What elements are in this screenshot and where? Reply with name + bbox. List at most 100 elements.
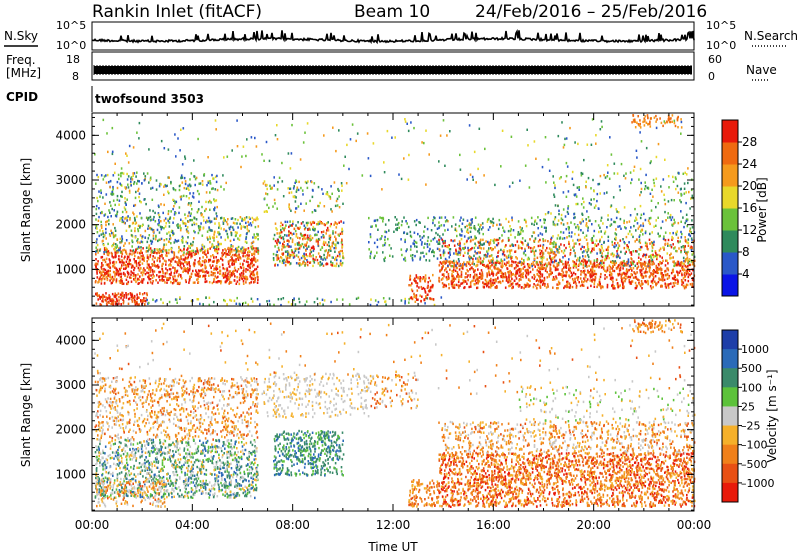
range-cell [319,255,321,258]
range-cell [648,261,650,264]
range-cell [205,200,207,204]
range-cell [656,282,658,285]
range-cell [138,192,141,195]
range-cell [527,243,529,246]
range-cell [500,259,502,263]
range-cell [131,300,134,303]
range-cell [676,271,679,274]
range-cell [222,253,224,256]
range-cell [206,271,209,274]
range-cell [339,259,342,263]
range-cell [201,263,204,267]
range-cell [188,253,190,257]
range-cell [225,249,227,252]
range-cell [150,251,153,254]
range-cell [683,272,686,275]
range-cell [111,275,114,279]
range-cell [184,279,187,282]
range-cell [136,239,138,243]
range-cell [293,255,296,258]
range-cell [594,278,596,282]
range-cell [544,282,546,286]
range-cell [173,241,176,244]
range-cell [252,236,254,239]
range-cell [376,245,379,249]
range-cell [559,259,561,262]
nave-label: Nave [746,63,777,77]
range-cell [452,268,455,272]
range-cell [163,227,165,230]
range-cell [98,269,101,272]
range-cell [523,265,526,269]
range-cell [313,261,316,264]
range-cell [526,258,529,261]
range-cell [168,248,170,252]
range-cell [136,251,139,254]
range-cell [599,238,601,241]
range-cell [668,276,670,279]
range-cell [476,260,479,263]
range-cell [515,256,517,259]
range-cell [325,263,327,266]
range-cell [239,234,242,237]
range-cell [166,269,169,272]
range-cell [134,276,137,279]
range-cell [329,234,332,237]
range-cell [188,211,190,214]
range-cell [182,194,185,198]
range-cell [681,266,683,270]
range-cell [179,257,181,260]
range-cell [188,269,191,272]
range-cell [176,240,178,243]
range-cell [539,238,541,242]
range-cell [255,217,258,220]
range-cell [252,273,255,276]
range-cell [136,182,138,185]
range-cell [630,253,633,256]
range-cell [624,252,626,255]
range-cell [134,218,136,222]
range-cell [505,276,508,279]
range-cell [190,242,192,246]
range-cell [575,286,578,289]
range-cell [290,245,292,248]
range-cell [539,272,542,276]
range-cell [192,249,195,252]
range-cell [649,232,651,236]
range-cell [437,242,439,245]
range-cell [511,282,513,286]
range-cell [248,282,251,285]
range-cell [178,259,180,262]
range-cell [540,249,543,253]
range-cell [187,184,189,187]
range-cell [301,189,304,192]
range-cell [455,248,457,251]
range-cell [148,181,150,184]
range-cell [511,286,513,290]
range-cell [478,280,481,283]
range-cell [662,276,665,279]
range-cell [438,276,440,280]
range-cell [680,263,682,267]
range-cell [100,282,103,285]
range-cell [480,247,483,250]
range-cell [264,183,267,187]
range-cell [117,247,120,250]
range-cell [568,274,570,278]
range-cell [685,283,688,286]
range-cell [146,172,149,175]
range-cell [693,259,696,262]
range-cell [99,211,102,215]
range-cell [125,296,128,299]
range-cell [638,253,640,256]
range-cell [284,220,287,224]
range-cell [268,206,270,210]
range-cell [310,180,313,184]
range-cell [291,251,294,254]
range-cell [655,266,658,270]
range-cell [689,273,691,277]
range-cell [146,298,148,302]
range-cell [624,242,626,245]
range-cell [288,191,291,195]
range-cell [396,227,399,230]
